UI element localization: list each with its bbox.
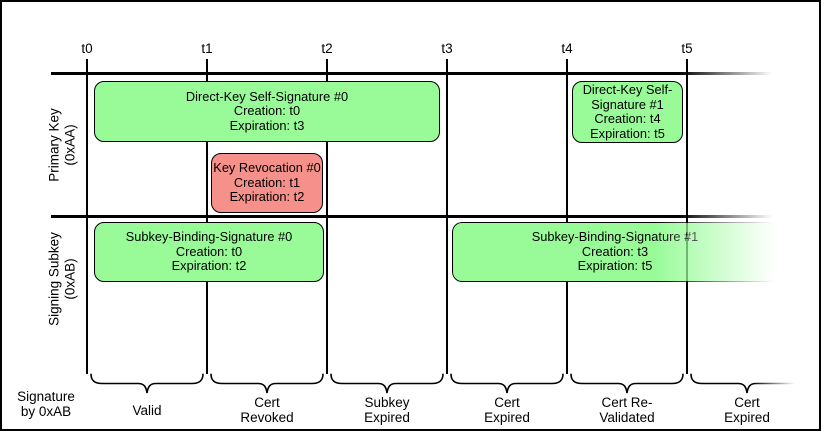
brace-icon-cert-revalidated bbox=[570, 373, 684, 394]
segment-label-valid: Valid bbox=[132, 402, 162, 418]
box-creation: Creation: t3 bbox=[581, 243, 649, 259]
segment-label-cert-expired-2: Cert Expired bbox=[724, 395, 770, 425]
box-key-revocation-0: Key Revocation #0 Creation: t1 Expiratio… bbox=[211, 153, 323, 213]
segment-label-cert-expired-1: Cert Expired bbox=[484, 395, 530, 425]
tick-label-t4: t4 bbox=[561, 41, 573, 56]
box-expiration: Expiration: t5 bbox=[590, 125, 665, 141]
tick-line-t4 bbox=[565, 59, 569, 374]
subkey-timeline-line bbox=[51, 215, 780, 218]
tick-label-t3: t3 bbox=[441, 41, 453, 56]
box-direct-key-self-signature-1: Direct-Key Self-Signature #1 Creation: t… bbox=[572, 81, 683, 143]
box-title: Subkey-Binding-Signature #0 bbox=[125, 229, 293, 245]
tick-label-t0: t0 bbox=[81, 41, 93, 56]
box-title: Direct-Key Self-Signature #1 bbox=[582, 82, 673, 112]
segment-label-cert-revoked: Cert Revoked bbox=[240, 395, 294, 425]
segment-label-subkey-expired: Subkey Expired bbox=[364, 395, 410, 425]
box-expiration: Expiration: t2 bbox=[171, 258, 247, 274]
box-creation: Creation: t4 bbox=[594, 111, 661, 126]
box-subkey-binding-signature-1: Subkey-Binding-Signature #1 Creation: t3… bbox=[452, 222, 778, 282]
box-title: Subkey-Binding-Signature #1 bbox=[531, 229, 699, 245]
segment-label-cert-revalidated: Cert Re- Validated bbox=[599, 395, 655, 425]
box-subkey-binding-signature-0: Subkey-Binding-Signature #0 Creation: t0… bbox=[94, 222, 324, 282]
box-expiration: Expiration: t2 bbox=[229, 189, 305, 205]
box-title: Direct-Key Self-Signature #0 bbox=[185, 88, 349, 104]
brace-icon-subkey-expired bbox=[330, 373, 444, 394]
primary-key-timeline-line bbox=[51, 72, 780, 75]
box-creation: Creation: t1 bbox=[233, 174, 301, 190]
tick-line-t5 bbox=[685, 59, 689, 374]
box-creation: Creation: t0 bbox=[233, 103, 301, 119]
row-label-primary-key: Primary Key (0xAA) bbox=[46, 108, 77, 182]
tick-label-t1: t1 bbox=[201, 41, 213, 56]
row-label-signing-subkey: Signing Subkey (0xAB) bbox=[46, 232, 77, 326]
box-expiration: Expiration: t5 bbox=[577, 258, 653, 274]
box-title: Key Revocation #0 bbox=[213, 160, 321, 176]
brace-icon-cert-expired-1 bbox=[450, 373, 564, 394]
box-creation: Creation: t0 bbox=[175, 243, 243, 259]
tick-label-t5: t5 bbox=[681, 41, 693, 56]
brace-icon-cert-revoked bbox=[210, 373, 324, 394]
box-expiration: Expiration: t3 bbox=[229, 117, 305, 133]
tick-label-t2: t2 bbox=[321, 41, 333, 56]
tick-line-t2 bbox=[325, 59, 329, 374]
tick-line-t3 bbox=[445, 59, 449, 374]
tick-line-t1 bbox=[205, 59, 209, 374]
brace-icon-cert-expired-2 bbox=[690, 373, 804, 394]
brace-icon-valid bbox=[90, 373, 204, 394]
box-direct-key-self-signature-0: Direct-Key Self-Signature #0 Creation: t… bbox=[94, 81, 440, 142]
tick-line-t0 bbox=[85, 59, 89, 374]
bottom-axis-label: Signature by 0xAB bbox=[17, 389, 75, 419]
